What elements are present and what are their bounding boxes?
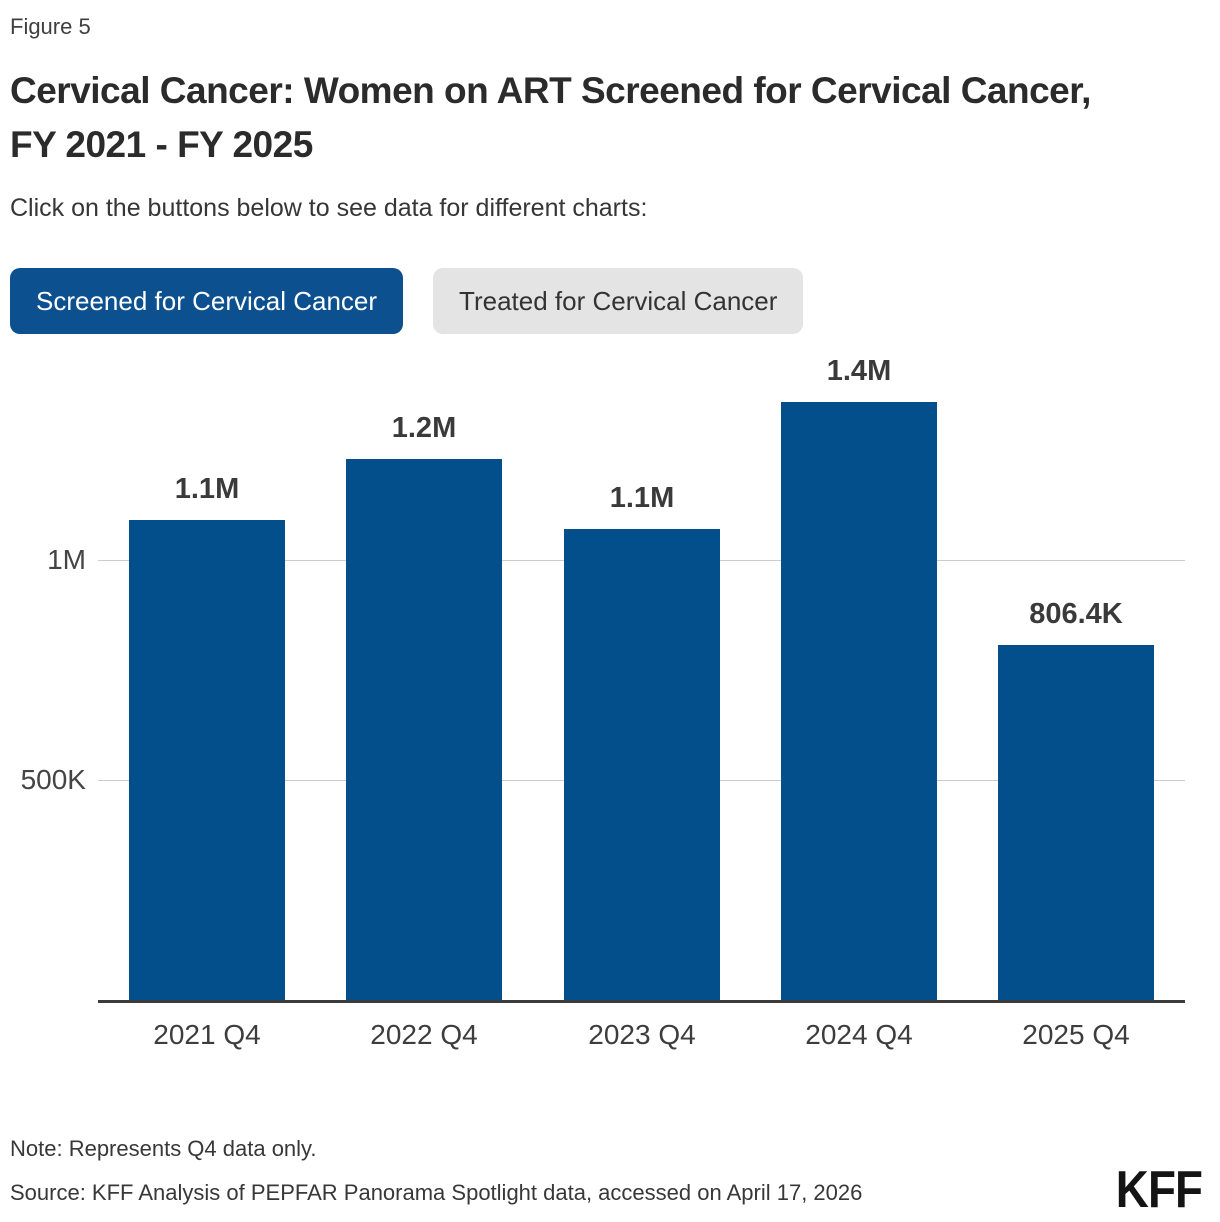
chart-source: Source: KFF Analysis of PEPFAR Panorama … <box>10 1180 863 1205</box>
bar-value-label: 1.4M <box>826 355 892 387</box>
bar-value-label: 1.1M <box>174 473 240 505</box>
chart-note: Note: Represents Q4 data only. <box>10 1136 317 1161</box>
bar-chart: 1.1M 1.2M 1.1M 1.4M 806.4K 500K 1M 2021 Q4 2022… <box>0 340 1220 1060</box>
x-axis-tick-label: 2023 Q4 <box>588 1019 696 1050</box>
page-title: Cervical Cancer: Women on ART Screened f… <box>10 64 1210 172</box>
chart-toggle-buttons: Screened for Cervical Cancer Treated for… <box>10 268 804 334</box>
bar-value-label: 1.1M <box>609 482 675 514</box>
y-axis-tick-label: 1M <box>47 544 86 575</box>
treated-for-cervical-cancer-button[interactable]: Treated for Cervical Cancer <box>433 268 804 334</box>
x-axis-tick-label: 2021 Q4 <box>153 1019 261 1050</box>
screened-for-cervical-cancer-button[interactable]: Screened for Cervical Cancer <box>10 268 404 334</box>
bar[interactable] <box>781 402 937 1000</box>
bar[interactable] <box>564 529 720 1000</box>
bar-value-label: 1.2M <box>391 412 457 444</box>
chart-instructions: Click on the buttons below to see data f… <box>10 194 648 222</box>
x-axis-tick-label: 2024 Q4 <box>805 1019 913 1050</box>
kff-logo: KFF <box>1115 1161 1203 1219</box>
x-axis-tick-label: 2025 Q4 <box>1022 1019 1130 1050</box>
bar[interactable] <box>346 459 502 1000</box>
y-axis-tick-label: 500K <box>20 764 86 795</box>
x-axis-tick-label: 2022 Q4 <box>370 1019 478 1050</box>
bar[interactable] <box>129 520 285 1000</box>
bar-value-label: 806.4K <box>1029 598 1123 630</box>
figure-label: Figure 5 <box>10 14 91 39</box>
page-title-line2: FY 2021 - FY 2025 <box>10 124 313 165</box>
plot-area: 1.1M 1.2M 1.1M 1.4M 806.4K <box>98 340 1185 1003</box>
page-title-line1: Cervical Cancer: Women on ART Screened f… <box>10 70 1091 111</box>
bar[interactable] <box>998 645 1154 1000</box>
